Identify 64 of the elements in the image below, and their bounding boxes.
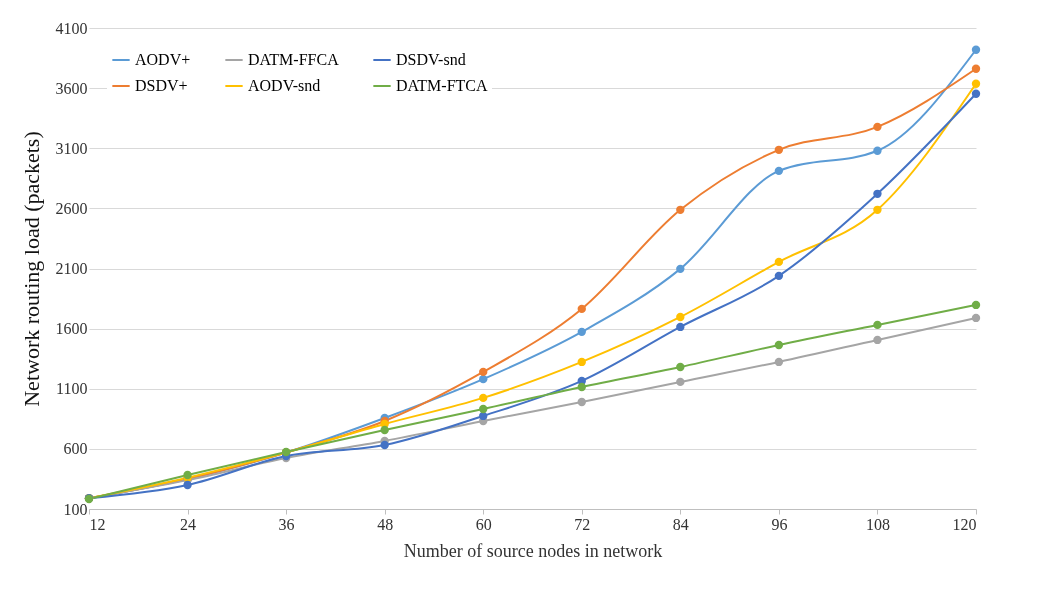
point — [676, 322, 685, 332]
point — [479, 411, 488, 421]
point — [380, 440, 389, 450]
x-tick-label: 12 — [89, 515, 106, 533]
y-tick-label: 3100 — [55, 139, 88, 157]
legend-label: DATM-FTCA — [396, 77, 489, 94]
y-tick-label: 3600 — [55, 79, 88, 97]
x-axis-title: Number of source nodes in network — [403, 540, 663, 561]
point — [873, 205, 882, 214]
point — [873, 335, 882, 345]
x-tick-label: 60 — [475, 515, 492, 533]
x-tick-label: 84 — [672, 515, 689, 533]
point — [774, 340, 784, 350]
x-tick-label: 48 — [377, 515, 394, 533]
point — [873, 122, 882, 132]
x-tick-label: 96 — [771, 515, 788, 533]
point — [577, 327, 586, 337]
point — [577, 357, 586, 367]
x-tick-label: 72 — [574, 515, 591, 533]
point — [774, 357, 784, 367]
legend-label: AODV+ — [135, 51, 191, 68]
point — [676, 362, 685, 372]
y-tick-label: 100 — [63, 500, 88, 518]
point — [971, 313, 981, 323]
point — [774, 145, 784, 154]
legend-label: DSDV+ — [135, 77, 188, 94]
point — [479, 393, 488, 403]
y-tick-label: 2600 — [55, 199, 88, 217]
point — [676, 312, 685, 322]
point — [380, 425, 389, 435]
point — [676, 205, 685, 214]
point — [676, 264, 685, 274]
point — [873, 320, 882, 330]
x-tick-label: 108 — [865, 515, 890, 533]
x-tick-label: 36 — [278, 515, 295, 533]
y-tick-label: 2100 — [55, 260, 88, 277]
legend-label: DATM-FFCA — [248, 51, 340, 68]
y-tick-label: 600 — [63, 440, 88, 458]
y-axis-title: Network routing load (packets) — [18, 131, 44, 407]
legend-label: AODV-snd — [248, 77, 321, 94]
point — [971, 300, 981, 310]
point — [479, 404, 488, 414]
legend-label: DSDV-snd — [396, 51, 466, 68]
y-tick-label: 1100 — [56, 380, 88, 398]
y-tick-label: 1600 — [55, 320, 88, 338]
point — [873, 189, 882, 198]
point — [577, 397, 586, 407]
point — [971, 89, 981, 98]
point — [873, 146, 882, 155]
point — [479, 367, 488, 377]
x-tick-label: 24 — [180, 515, 197, 533]
point — [183, 480, 192, 490]
y-tick-label: 4100 — [55, 19, 88, 37]
point — [971, 45, 981, 54]
x-tick-label: 120 — [952, 515, 977, 533]
point — [479, 374, 488, 384]
point — [774, 257, 784, 267]
point — [577, 382, 586, 392]
point — [971, 64, 981, 73]
point — [971, 79, 981, 88]
point — [676, 377, 685, 387]
point — [774, 166, 784, 176]
point — [774, 271, 784, 281]
point — [577, 304, 586, 314]
